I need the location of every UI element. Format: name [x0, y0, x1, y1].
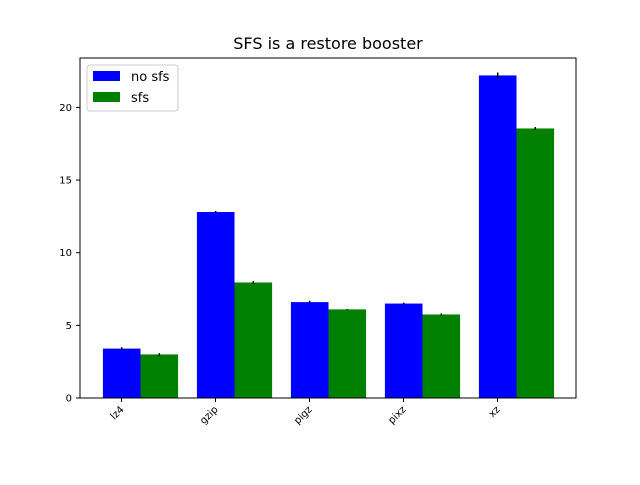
bar-sfs-pigz — [328, 309, 367, 398]
bar-no-sfs-pigz — [290, 302, 329, 398]
y-tick-label: 20 — [59, 103, 72, 114]
bar-no-sfs-pixz — [384, 303, 423, 398]
bar-no-sfs-lz4 — [102, 348, 141, 398]
axes-frame — [79, 57, 577, 399]
y-tick-label: 15 — [59, 176, 72, 187]
bar-sfs-lz4 — [140, 354, 179, 398]
legend-swatch-no-sfs — [93, 71, 120, 81]
legend-label-no-sfs: no sfs — [131, 70, 170, 85]
legend-swatch-sfs — [93, 92, 120, 102]
y-tick-label: 0 — [66, 394, 72, 405]
error-bars-group — [120, 72, 537, 356]
bars-group — [102, 75, 555, 398]
bar-no-sfs-xz — [478, 75, 517, 398]
bar-no-sfs-gzip — [196, 212, 235, 398]
bar-sfs-gzip — [234, 282, 273, 398]
bar-sfs-pixz — [422, 314, 461, 398]
bar-sfs-xz — [516, 128, 555, 398]
chart-title: SFS is a restore booster — [233, 34, 423, 53]
legend-label-sfs: sfs — [131, 91, 149, 106]
legend: no sfs sfs — [86, 64, 179, 112]
y-tick-label: 5 — [66, 321, 72, 332]
y-tick-label: 10 — [59, 248, 72, 259]
y-axis: 0 5 10 15 20 — [59, 103, 80, 405]
